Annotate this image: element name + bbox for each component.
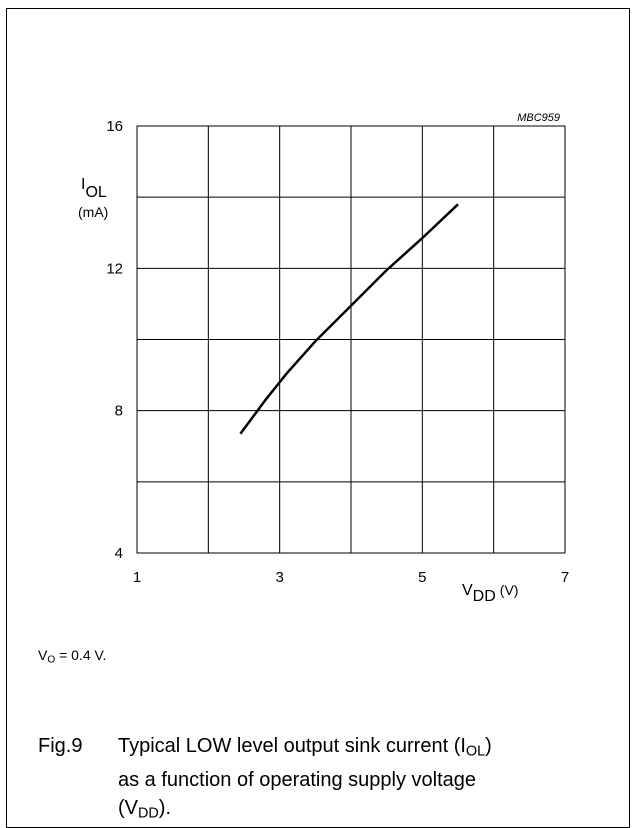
- tick-labels: 1 3 5 7 4 8 12 16: [106, 118, 569, 586]
- x-tick-label: 5: [418, 569, 426, 586]
- figure-number: Fig.9: [38, 735, 83, 757]
- x-axis-label: VDD (V): [462, 582, 518, 605]
- y-axis-label: IOL: [81, 176, 107, 201]
- x-tick-label: 3: [275, 569, 283, 586]
- y-tick-label: 16: [106, 118, 123, 135]
- figure-caption: Typical LOW level output sink current (I…: [118, 735, 492, 822]
- y-axis-unit: (mA): [78, 204, 108, 220]
- y-tick-label: 8: [115, 403, 123, 420]
- chart-id-label: MBC959: [517, 112, 560, 124]
- plot-border: [136, 125, 566, 554]
- series-line: [239, 203, 459, 435]
- chart-grid: [137, 126, 565, 553]
- condition-note: VO = 0.4 V.: [38, 647, 107, 666]
- y-tick-label: 4: [115, 545, 123, 562]
- x-tick-label: 7: [561, 569, 569, 586]
- x-tick-label: 1: [133, 569, 141, 586]
- y-tick-label: 12: [106, 260, 123, 277]
